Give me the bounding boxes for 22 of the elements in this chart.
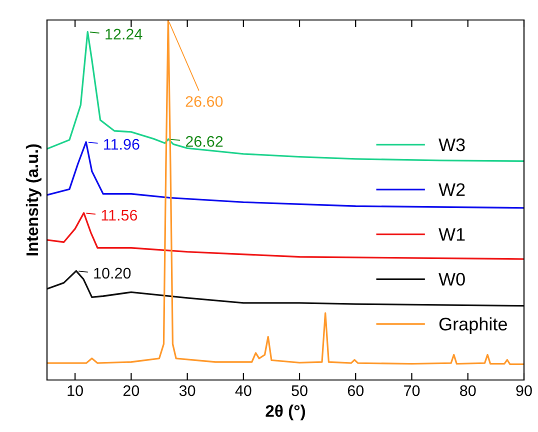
legend-label: W0: [438, 272, 465, 286]
annotation: 12.24: [106, 28, 142, 40]
legend-label: W1: [438, 228, 465, 241]
annotation: 10.20: [94, 268, 131, 279]
x-axis-title: 2θ (°): [266, 404, 306, 420]
x-tick-label: 70: [404, 385, 420, 396]
x-tick-label: 90: [516, 385, 532, 396]
legend-label: W3: [438, 138, 465, 152]
x-tick-label: 20: [123, 385, 140, 396]
x-tick-label: 60: [348, 385, 364, 396]
annotation: 26.60: [186, 96, 223, 107]
x-tick-label: 30: [179, 385, 196, 396]
annotation: 11.56: [102, 210, 138, 221]
legend-label: Graphite: [439, 317, 507, 334]
annotation: 26.62: [186, 136, 223, 147]
x-tick-label: 50: [292, 385, 308, 396]
y-axis-title: Intensity (a.u.): [26, 144, 42, 256]
legend-label: W2: [438, 183, 465, 196]
x-tick-label: 40: [235, 385, 252, 396]
x-tick-label: 10: [68, 385, 83, 396]
x-tick-label: 80: [460, 385, 476, 396]
annotation: 11.96: [104, 138, 140, 150]
